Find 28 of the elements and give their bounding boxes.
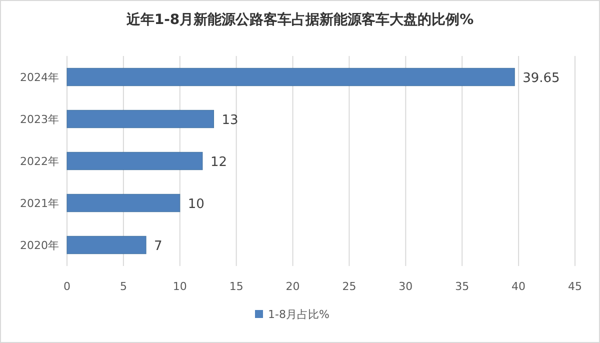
x-tick-label: 35 (455, 280, 470, 293)
x-tick-label: 10 (172, 280, 187, 293)
y-tick-label: 2023年 (20, 113, 59, 126)
x-tick-label: 0 (64, 280, 70, 293)
data-label: 10 (188, 197, 204, 212)
y-tick-label: 2020年 (20, 239, 59, 252)
bar (66, 194, 180, 212)
legend: 1-8月占比% (255, 308, 330, 321)
bar (66, 68, 515, 86)
legend-label: 1-8月占比% (268, 308, 330, 321)
x-tick-label: 15 (229, 280, 244, 293)
y-tick-label: 2024年 (20, 71, 59, 84)
data-label: 12 (210, 155, 228, 170)
x-tick-label: 40 (512, 280, 526, 293)
x-tick-label: 25 (342, 280, 356, 293)
y-tick-label: 2021年 (20, 197, 59, 210)
bar (66, 152, 203, 170)
x-tick-label: 30 (398, 280, 413, 293)
data-label: 39.65 (522, 71, 560, 86)
data-label: 7 (154, 239, 162, 254)
data-label: 13 (222, 113, 238, 128)
x-tick-label: 45 (568, 280, 582, 293)
bar (66, 110, 214, 128)
bar (66, 236, 146, 254)
y-tick-label: 2022年 (20, 155, 59, 168)
x-tick-label: 5 (120, 280, 127, 293)
x-tick-label: 20 (286, 280, 300, 293)
chart-title: 近年1-8月新能源公路客车占据新能源客车大盘的比例% (125, 11, 474, 28)
